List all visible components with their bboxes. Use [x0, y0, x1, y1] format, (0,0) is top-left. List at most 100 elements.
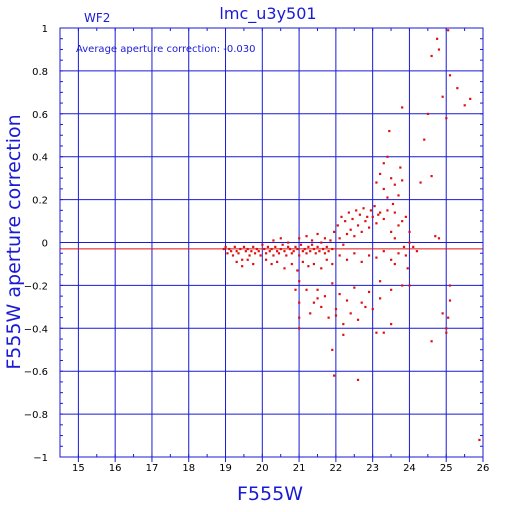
data-point-52	[318, 250, 321, 253]
data-point-26	[270, 247, 273, 251]
data-point-179	[402, 245, 406, 248]
data-point-187	[426, 112, 430, 115]
data-point-163	[386, 196, 389, 199]
data-point-142	[356, 378, 360, 381]
plot-frame	[59, 27, 484, 458]
x-tick-label-1: 16	[109, 463, 122, 474]
data-point-113	[360, 260, 363, 264]
data-point-184	[415, 250, 418, 253]
data-point-85	[338, 237, 341, 240]
data-point-140	[331, 348, 334, 351]
data-point-172	[388, 129, 391, 133]
data-point-178	[408, 230, 411, 233]
data-point-82	[316, 232, 319, 236]
x-tick-label-9: 24	[403, 463, 416, 474]
data-point-105	[362, 207, 365, 210]
y-tick-label-6: 0.2	[32, 196, 48, 207]
data-point-25	[268, 250, 271, 253]
data-point-164	[390, 177, 393, 180]
data-point-42	[299, 243, 303, 246]
data-point-50	[314, 252, 317, 255]
data-point-10	[241, 258, 244, 261]
data-point-106	[366, 215, 369, 218]
data-point-207	[478, 438, 481, 442]
data-point-36	[288, 247, 292, 251]
data-point-51	[316, 245, 319, 248]
data-point-129	[390, 288, 393, 291]
data-point-127	[367, 290, 371, 294]
data-point-139	[364, 305, 367, 309]
data-point-144	[375, 331, 378, 334]
data-point-196	[441, 95, 444, 98]
data-point-66	[276, 260, 279, 264]
data-point-53	[320, 241, 323, 244]
data-point-20	[259, 254, 262, 257]
data-point-46	[307, 245, 310, 248]
data-point-175	[393, 237, 396, 240]
data-point-96	[379, 211, 382, 214]
data-point-110	[338, 254, 341, 257]
data-point-169	[399, 166, 402, 169]
x-tick-label-10: 25	[440, 463, 453, 474]
data-point-128	[379, 297, 382, 300]
x-tick-label-11: 26	[477, 463, 490, 474]
x-tick-label-0: 15	[72, 463, 85, 474]
data-point-209	[406, 267, 409, 270]
data-point-185	[419, 181, 422, 184]
data-point-104	[358, 213, 361, 216]
data-point-141	[333, 374, 336, 377]
data-point-56	[325, 245, 328, 248]
data-point-134	[327, 316, 330, 319]
data-point-58	[329, 239, 332, 242]
data-point-170	[382, 162, 385, 165]
data-point-155	[316, 297, 319, 300]
data-point-206	[445, 331, 448, 334]
data-point-162	[382, 187, 385, 191]
data-point-143	[342, 333, 345, 336]
data-point-95	[375, 222, 378, 225]
data-point-147	[401, 284, 404, 287]
data-point-17	[253, 252, 257, 255]
data-point-135	[334, 307, 338, 311]
data-point-158	[379, 280, 382, 283]
data-point-114	[367, 254, 371, 257]
data-point-1	[224, 245, 227, 248]
data-point-97	[382, 217, 385, 221]
x-tick-label-4: 19	[219, 463, 232, 474]
data-point-117	[390, 258, 393, 261]
data-point-208	[412, 245, 415, 248]
data-point-123	[338, 292, 341, 296]
data-point-13	[246, 247, 249, 251]
data-point-160	[375, 181, 378, 184]
data-point-39	[294, 245, 297, 248]
data-point-151	[298, 316, 301, 319]
data-point-71	[307, 265, 310, 268]
data-point-12	[244, 250, 247, 253]
data-point-133	[320, 305, 323, 309]
data-point-100	[344, 220, 347, 223]
data-point-14	[248, 254, 251, 257]
data-point-124	[345, 299, 349, 302]
data-point-93	[367, 226, 371, 229]
data-point-86	[342, 243, 345, 246]
data-point-201	[448, 299, 452, 302]
data-point-98	[336, 224, 339, 227]
data-point-81	[310, 239, 314, 242]
data-point-78	[287, 241, 290, 244]
data-point-182	[401, 220, 404, 223]
data-point-73	[320, 267, 323, 270]
y-tick-labels: −1 −0.8 −0.6 −0.4 −0.2 0 0.2 0.4 0.6 0.8 1	[24, 24, 48, 464]
data-point-69	[296, 269, 299, 272]
data-point-194	[447, 29, 450, 32]
data-point-167	[401, 179, 404, 182]
data-point-118	[397, 252, 400, 255]
data-point-153	[294, 288, 297, 291]
y-tick-label-4: −0.2	[24, 281, 48, 292]
chart-title: lmc_u3y501	[219, 4, 316, 24]
data-point-60	[235, 260, 238, 264]
data-point-94	[371, 215, 374, 218]
data-point-87	[345, 232, 349, 236]
data-point-61	[241, 265, 244, 268]
data-point-154	[309, 312, 312, 315]
